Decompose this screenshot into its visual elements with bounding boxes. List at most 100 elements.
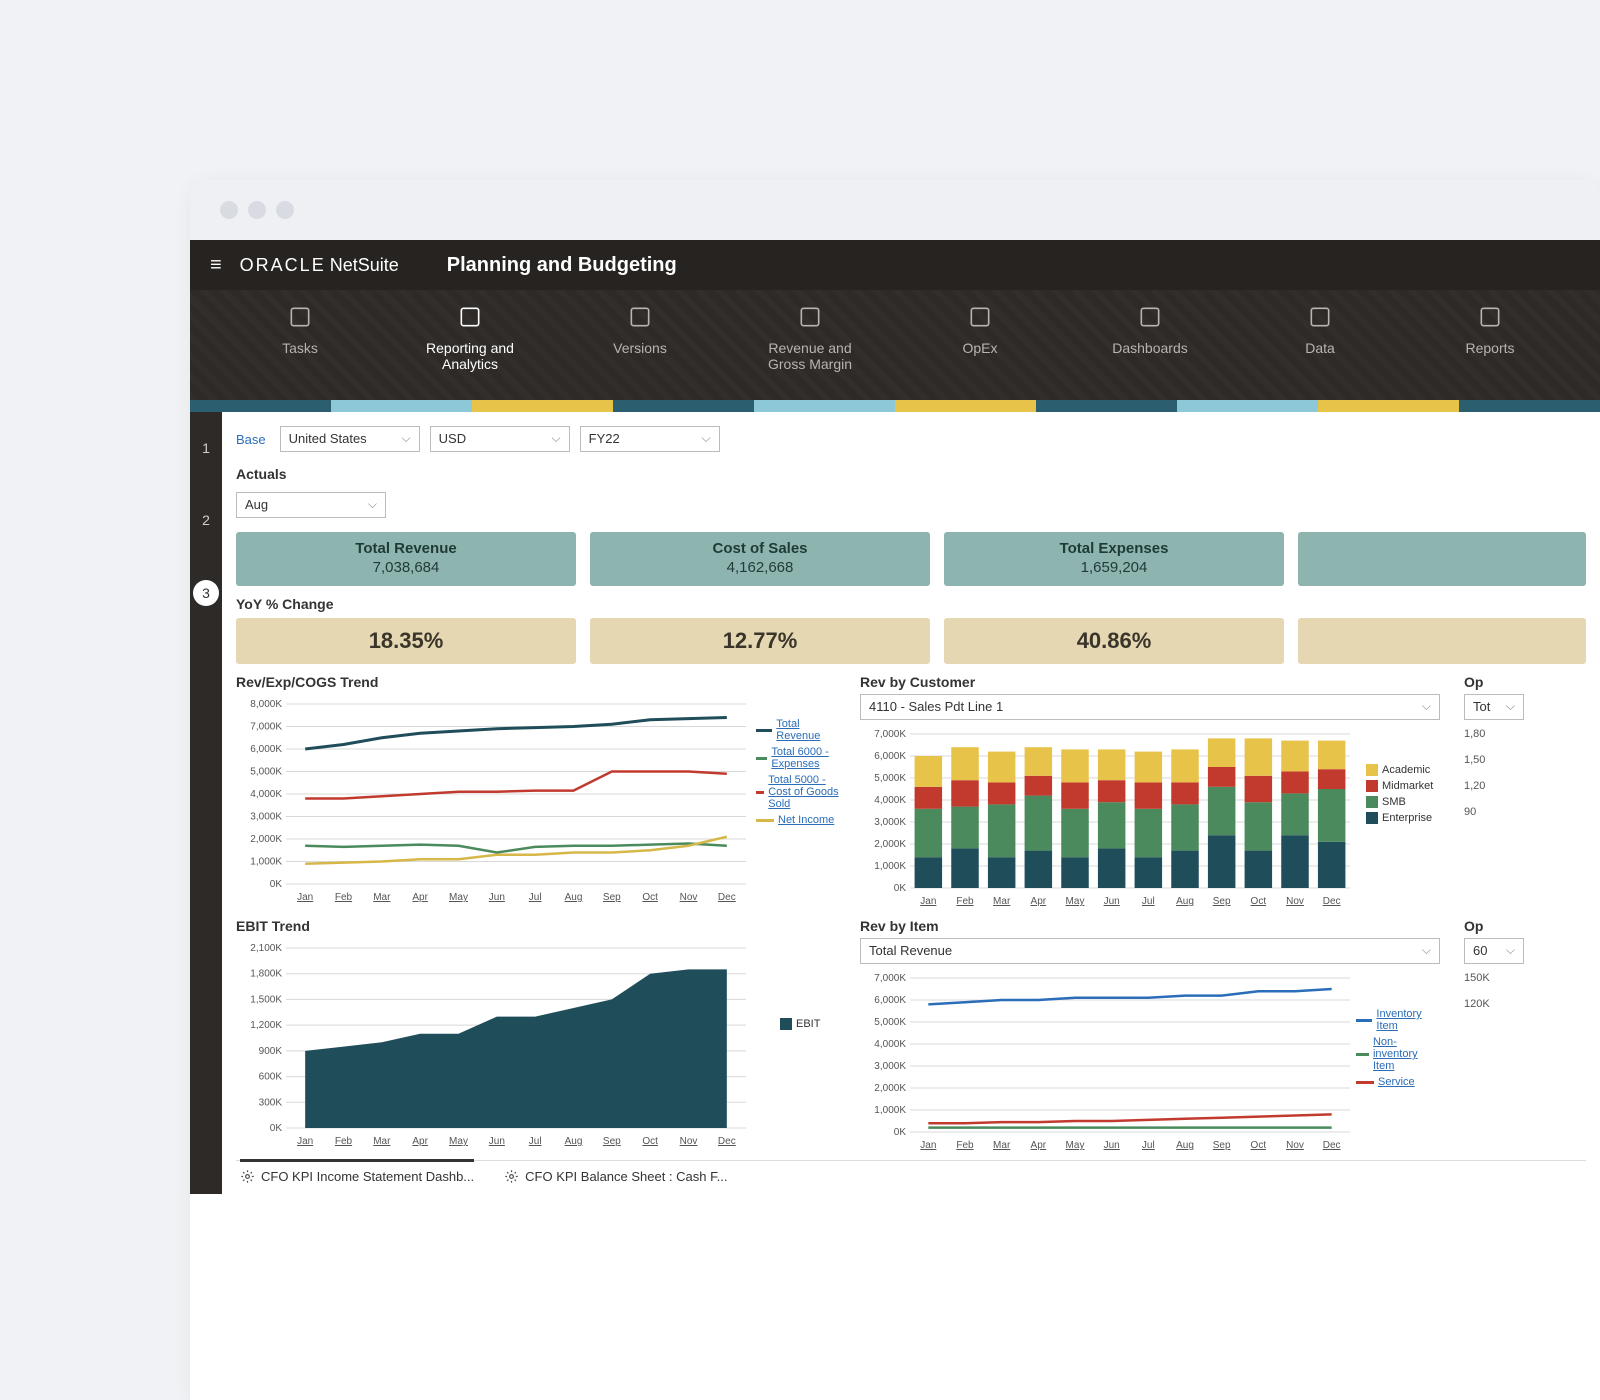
- svg-text:300K: 300K: [259, 1097, 283, 1108]
- svg-text:Mar: Mar: [373, 892, 391, 903]
- yoy-card: 18.35%: [236, 618, 576, 664]
- svg-text:Oct: Oct: [1251, 896, 1267, 907]
- nav-item-tasks[interactable]: Tasks: [245, 304, 355, 400]
- svg-text:1,200K: 1,200K: [250, 1020, 282, 1031]
- svg-text:Oct: Oct: [642, 892, 658, 903]
- brand: ORACLE NetSuite: [240, 255, 399, 276]
- window-dot: [276, 201, 294, 219]
- legend-item: Total 6000 - Expenses: [756, 746, 840, 770]
- svg-text:Jan: Jan: [297, 892, 313, 903]
- nav-item-reports[interactable]: Reports: [1435, 304, 1545, 400]
- svg-text:1,000K: 1,000K: [874, 1105, 906, 1116]
- country-select[interactable]: United States: [280, 426, 420, 452]
- rev-item-select[interactable]: Total Revenue: [860, 938, 1440, 964]
- svg-text:1,000K: 1,000K: [874, 861, 906, 872]
- hamburger-icon[interactable]: ≡: [210, 254, 222, 277]
- svg-text:8,000K: 8,000K: [250, 699, 282, 710]
- metric-card: Total Revenue7,038,684: [236, 532, 576, 586]
- window-dot: [248, 201, 266, 219]
- svg-text:Mar: Mar: [373, 1136, 391, 1147]
- svg-text:Jun: Jun: [1104, 1140, 1120, 1151]
- legend-item: SMB: [1366, 796, 1440, 808]
- nav-item-opex[interactable]: OpEx: [925, 304, 1035, 400]
- svg-text:Dec: Dec: [718, 1136, 736, 1147]
- svg-text:Aug: Aug: [1176, 896, 1194, 907]
- nav-item-dashboards[interactable]: Dashboards: [1095, 304, 1205, 400]
- dashboard-body: Base United States USD FY22 Actuals Aug …: [222, 412, 1600, 1194]
- svg-text:0K: 0K: [894, 883, 907, 894]
- svg-text:0K: 0K: [270, 879, 283, 890]
- chart-title: Rev by Item: [860, 918, 1440, 934]
- svg-text:2,000K: 2,000K: [874, 839, 906, 850]
- legend-item: Service: [1356, 1076, 1440, 1088]
- svg-text:Aug: Aug: [565, 1136, 583, 1147]
- svg-text:6,000K: 6,000K: [250, 744, 282, 755]
- brand-main: ORACLE: [240, 255, 326, 276]
- svg-text:2,100K: 2,100K: [250, 943, 282, 954]
- svg-text:May: May: [1066, 1140, 1085, 1151]
- month-select[interactable]: Aug: [236, 492, 386, 518]
- currency-select[interactable]: USD: [430, 426, 570, 452]
- svg-text:Mar: Mar: [993, 1140, 1011, 1151]
- svg-text:Sep: Sep: [603, 892, 621, 903]
- legend-item: EBIT: [780, 1018, 840, 1030]
- rev-customer-select[interactable]: 4110 - Sales Pdt Line 1: [860, 694, 1440, 720]
- svg-text:Mar: Mar: [993, 896, 1011, 907]
- rev-customer-chart: Rev by Customer 4110 - Sales Pdt Line 1 …: [860, 674, 1440, 908]
- svg-text:Nov: Nov: [680, 1136, 698, 1147]
- nav-item-reporting-and-analytics[interactable]: Reporting and Analytics: [415, 304, 525, 400]
- brand-sub: NetSuite: [330, 255, 399, 276]
- svg-text:Apr: Apr: [412, 1136, 428, 1147]
- svg-text:4,000K: 4,000K: [874, 795, 906, 806]
- bottom-tab[interactable]: CFO KPI Balance Sheet : Cash F...: [504, 1169, 727, 1184]
- metric-card: Total Expenses1,659,204: [944, 532, 1284, 586]
- svg-text:4,000K: 4,000K: [250, 789, 282, 800]
- svg-text:Nov: Nov: [1286, 896, 1304, 907]
- svg-text:Feb: Feb: [956, 1140, 974, 1151]
- svg-text:May: May: [449, 1136, 468, 1147]
- svg-text:7,000K: 7,000K: [874, 973, 906, 984]
- svg-text:1,500K: 1,500K: [250, 994, 282, 1005]
- nav-item-data[interactable]: Data: [1265, 304, 1375, 400]
- nav-item-versions[interactable]: Versions: [585, 304, 695, 400]
- fy-select[interactable]: FY22: [580, 426, 720, 452]
- svg-text:Dec: Dec: [1323, 896, 1341, 907]
- svg-text:Jul: Jul: [529, 892, 542, 903]
- step-3[interactable]: 3: [193, 580, 219, 606]
- yoy-card: 40.86%: [944, 618, 1284, 664]
- chart-title: Rev by Customer: [860, 674, 1440, 690]
- step-1[interactable]: 1: [190, 412, 222, 484]
- svg-text:Feb: Feb: [335, 892, 353, 903]
- filter-row-2: Aug: [236, 488, 1586, 526]
- yoy-heading: YoY % Change: [236, 596, 1586, 612]
- svg-text:1,000K: 1,000K: [250, 857, 282, 868]
- partial-chart-right-2: Op 60 150K 120K: [1464, 918, 1524, 1152]
- svg-text:Jul: Jul: [1142, 896, 1155, 907]
- svg-text:900K: 900K: [259, 1046, 283, 1057]
- yoy-card: 12.77%: [590, 618, 930, 664]
- svg-text:Jun: Jun: [489, 1136, 505, 1147]
- filter-row-1: Base United States USD FY22: [236, 422, 1586, 460]
- svg-text:3,000K: 3,000K: [250, 812, 282, 823]
- nav-item-revenue-and-gross-margin[interactable]: Revenue and Gross Margin: [755, 304, 865, 400]
- legend-item: Total Revenue: [756, 718, 840, 742]
- step-2[interactable]: 2: [190, 484, 222, 556]
- base-link[interactable]: Base: [236, 432, 266, 447]
- bottom-tab[interactable]: CFO KPI Income Statement Dashb...: [240, 1159, 474, 1184]
- svg-text:3,000K: 3,000K: [874, 1061, 906, 1072]
- window-dot: [220, 201, 238, 219]
- svg-text:6,000K: 6,000K: [874, 995, 906, 1006]
- svg-text:May: May: [449, 892, 468, 903]
- svg-text:2,000K: 2,000K: [250, 834, 282, 845]
- svg-text:Feb: Feb: [335, 1136, 353, 1147]
- svg-text:0K: 0K: [894, 1127, 907, 1138]
- svg-text:6,000K: 6,000K: [874, 751, 906, 762]
- legend-item: Net Income: [756, 814, 840, 826]
- svg-text:4,000K: 4,000K: [874, 1039, 906, 1050]
- decorative-strip: [190, 400, 1600, 412]
- svg-text:600K: 600K: [259, 1072, 283, 1083]
- partial-chart-right: Op Tot 1,80 1,50 1,20 90: [1464, 674, 1524, 908]
- rev-item-chart: Rev by Item Total Revenue 0K1,000K2,000K…: [860, 918, 1440, 1152]
- svg-text:0K: 0K: [270, 1123, 283, 1134]
- page-title: Planning and Budgeting: [447, 254, 677, 277]
